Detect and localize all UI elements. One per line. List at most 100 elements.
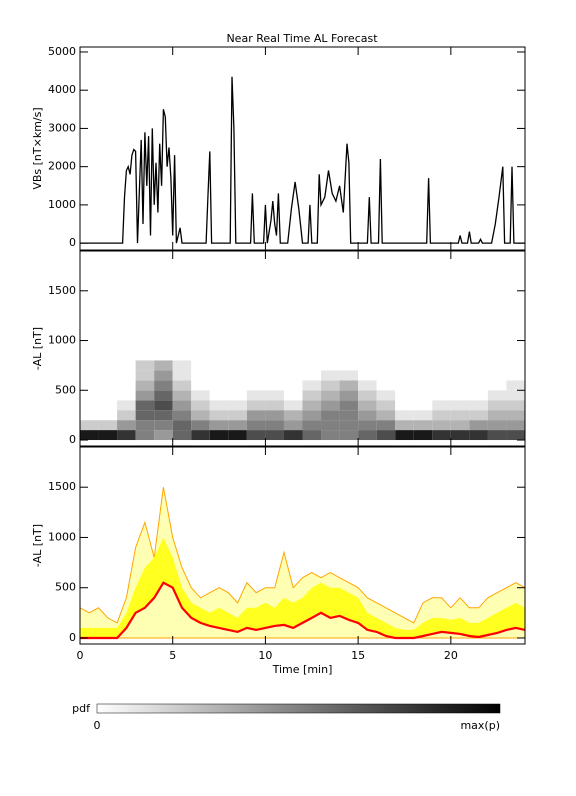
heat-cell (450, 410, 470, 421)
heat-cell (339, 360, 359, 371)
heat-cell (135, 430, 155, 441)
heat-cell (265, 390, 284, 401)
heat-cell (265, 360, 284, 371)
heat-cell (80, 390, 99, 401)
heat-cell (191, 430, 210, 441)
heat-cell (117, 370, 136, 381)
heat-cell (191, 380, 210, 391)
heat-cell (172, 390, 192, 401)
heat-cell (191, 390, 210, 401)
y-tick-label: 1500 (48, 480, 76, 493)
heat-cell (246, 410, 266, 421)
heat-cell (358, 420, 377, 431)
heat-cell (135, 410, 155, 421)
chart-title: Near Real Time AL Forecast (226, 32, 378, 45)
heat-cell (450, 400, 470, 411)
heat-cell (450, 380, 470, 391)
heat-cell (376, 410, 396, 421)
heat-cell (450, 390, 470, 401)
heat-cell (302, 380, 322, 391)
heat-cell (283, 420, 303, 431)
y-tick-label: 1000 (48, 334, 76, 347)
heat-cell (339, 430, 359, 441)
heat-cell (487, 360, 507, 371)
heat-cell (302, 370, 322, 381)
heat-cell (117, 380, 136, 391)
heat-cell (469, 360, 488, 371)
heat-cell (172, 410, 192, 421)
heat-cell (432, 420, 451, 431)
heat-cell (80, 410, 99, 421)
heat-cell (302, 420, 322, 431)
heat-cell (395, 400, 414, 411)
heat-cell (321, 360, 340, 371)
heat-cell (209, 410, 229, 421)
colorbar-max: max(p) (460, 719, 500, 732)
quantile-band (80, 537, 525, 638)
heat-cell (339, 370, 359, 381)
heat-cell (98, 430, 118, 441)
heat-cell (395, 360, 414, 371)
y-tick-label: 1500 (48, 284, 76, 297)
heat-cell (469, 400, 488, 411)
heat-cell (98, 400, 118, 411)
y-tick-label: 3000 (48, 121, 76, 134)
heat-cell (154, 420, 173, 431)
heat-cell (265, 420, 284, 431)
heat-cell (358, 390, 377, 401)
heat-cell (321, 410, 340, 421)
plot-frame (79, 446, 526, 645)
heat-cell (117, 400, 136, 411)
median-line (80, 581, 526, 640)
heat-cell (228, 430, 247, 441)
y-tick-label: 500 (55, 383, 76, 396)
x-tick-label: 0 (77, 649, 84, 662)
heat-cell (432, 380, 451, 391)
heat-cell (506, 360, 525, 371)
heat-cell (376, 360, 396, 371)
heat-cell (302, 430, 322, 441)
heat-cell (413, 410, 433, 421)
heat-cell (283, 400, 303, 411)
heat-cell (432, 400, 451, 411)
heat-cell (172, 430, 192, 441)
heat-cell (209, 390, 229, 401)
heat-cell (487, 410, 507, 421)
heat-cell (413, 420, 433, 431)
heat-cell (228, 420, 247, 431)
heat-cell (376, 390, 396, 401)
heat-cell (154, 380, 173, 391)
heat-cell (339, 390, 359, 401)
heat-cell (376, 370, 396, 381)
heat-cell (358, 400, 377, 411)
heat-cell (395, 410, 414, 421)
heat-cell (413, 400, 433, 411)
heat-cell (376, 380, 396, 391)
heat-cell (376, 430, 396, 441)
heat-cell (506, 430, 525, 441)
heat-cell (80, 360, 99, 371)
heat-cell (469, 430, 488, 441)
heat-cell (321, 390, 340, 401)
heat-cell (246, 420, 266, 431)
heat-cell (228, 360, 247, 371)
heat-cell (395, 390, 414, 401)
heat-cell (209, 430, 229, 441)
heat-cell (432, 410, 451, 421)
heat-cell (321, 400, 340, 411)
y-tick-label: 0 (69, 236, 76, 249)
heat-cell (376, 420, 396, 431)
heat-cell (450, 370, 470, 381)
y-tick-label: 1000 (48, 198, 76, 211)
heat-cell (506, 410, 525, 421)
heat-cell (154, 400, 173, 411)
heat-cell (302, 400, 322, 411)
heat-cell (283, 430, 303, 441)
envelope (79, 487, 526, 639)
heat-cell (506, 370, 525, 381)
heat-cell (450, 420, 470, 431)
x-tick-label: 20 (444, 649, 458, 662)
heat-cell (117, 390, 136, 401)
colorbar (96, 703, 501, 714)
heat-cell (487, 430, 507, 441)
